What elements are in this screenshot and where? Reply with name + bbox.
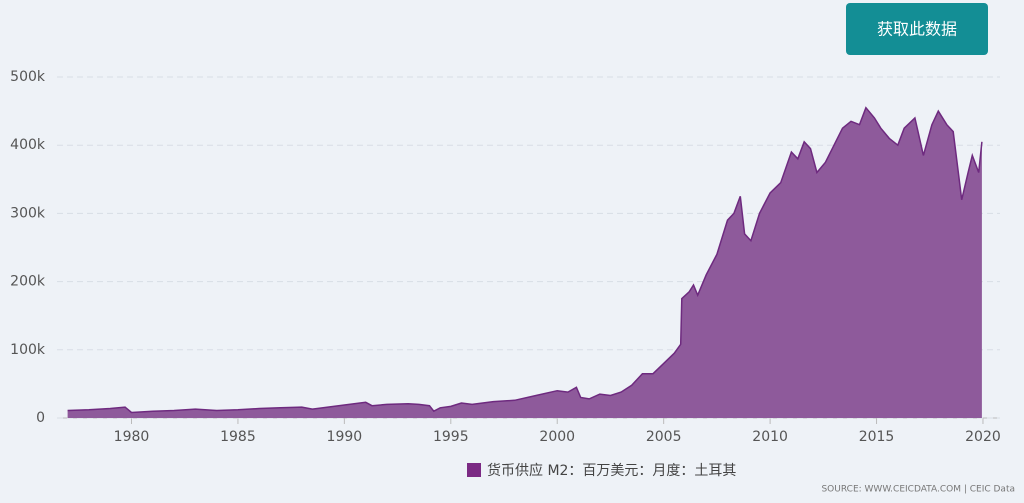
series-area xyxy=(67,107,982,418)
y-tick-label: 400k xyxy=(10,137,46,153)
get-data-button[interactable] xyxy=(846,3,988,55)
source: SOURCE: WWW.CEICDATA.COM | CEIC Data xyxy=(821,485,1015,495)
x-tick-label: 2005 xyxy=(646,429,682,445)
x-tick-label: 2020 xyxy=(965,429,1001,445)
x-tick-label: 2010 xyxy=(752,429,788,445)
y-tick-label: 300k xyxy=(10,205,46,221)
x-tick-label: 1990 xyxy=(327,429,363,445)
x-tick-label: 1980 xyxy=(114,429,150,445)
y-tick-label: 200k xyxy=(10,274,46,290)
x-tick-label: 1985 xyxy=(220,429,256,445)
x-tick-label: 2000 xyxy=(539,429,575,445)
y-tick-label: 500k xyxy=(10,69,46,85)
x-tick-label: 1995 xyxy=(433,429,469,445)
y-tick-label: 100k xyxy=(10,342,46,358)
button-label[interactable]: 获取此数据 xyxy=(877,20,957,39)
series-line xyxy=(67,106,983,414)
x-tick-label: 2015 xyxy=(859,429,895,445)
legend-label: 货币供应 M2：百万美元：月度：土耳其 xyxy=(487,462,736,479)
y-tick-label: 0 xyxy=(36,410,45,426)
legend-swatch xyxy=(467,463,481,477)
